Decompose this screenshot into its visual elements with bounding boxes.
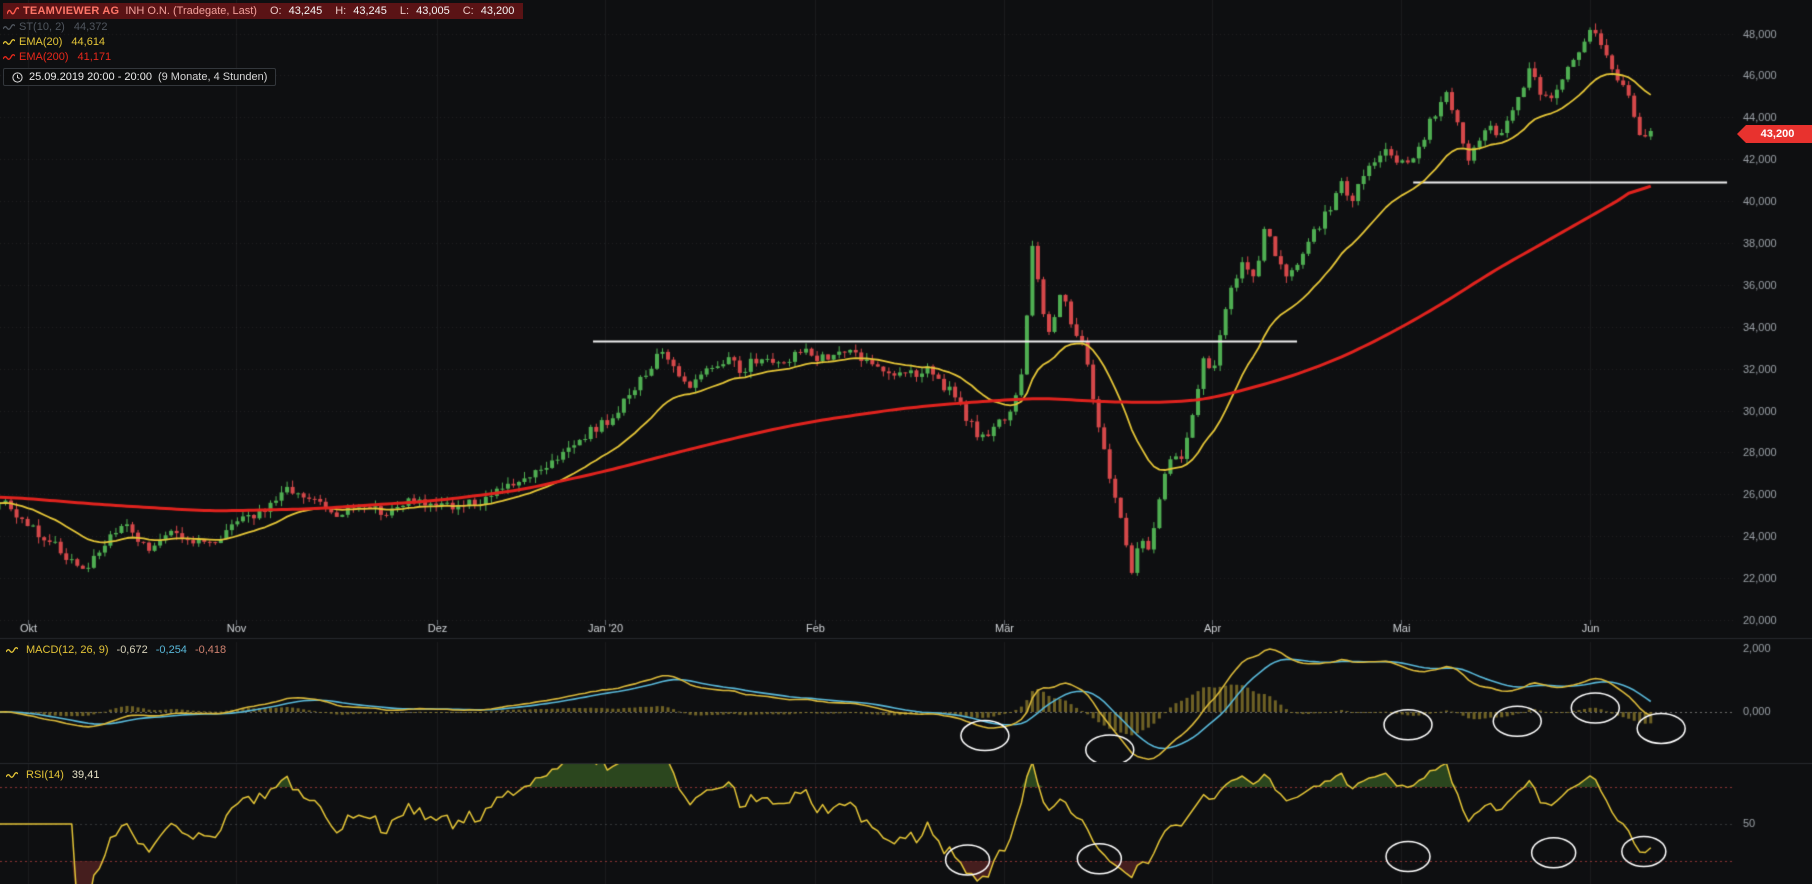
supertrend-label: ST(10, 2) bbox=[19, 21, 65, 33]
ema20-label: EMA(20) bbox=[19, 36, 63, 48]
time-range: 25.09.2019 20:00 - 20:00 bbox=[29, 71, 152, 83]
time-range-chip[interactable]: 25.09.2019 20:00 - 20:00 (9 Monate, 4 St… bbox=[3, 68, 277, 86]
macd-label: MACD(12, 26, 9) bbox=[26, 644, 109, 656]
instrument-title: TEAMVIEWER AG bbox=[23, 5, 120, 17]
close-label: C: bbox=[462, 5, 474, 17]
macd-value: -0,672 bbox=[116, 644, 148, 656]
open-value: 43,245 bbox=[288, 5, 323, 17]
last-price-badge: 43,200 bbox=[1737, 125, 1812, 144]
price-curve-icon bbox=[7, 6, 19, 16]
price-legend: TEAMVIEWER AG INH O.N. (Tradegate, Last)… bbox=[3, 3, 524, 88]
rsi-value: 39,41 bbox=[71, 769, 100, 781]
ema200-label: EMA(200) bbox=[19, 51, 69, 63]
ema20-value: 44,614 bbox=[71, 36, 106, 48]
ema200-icon bbox=[3, 53, 15, 62]
instrument-subtitle: INH O.N. (Tradegate, Last) bbox=[125, 5, 257, 17]
macd-signal-value: -0,254 bbox=[155, 644, 187, 656]
rsi-legend[interactable]: RSI(14) 39,41 bbox=[6, 769, 99, 781]
close-value: 43,200 bbox=[480, 5, 515, 17]
indicator-supertrend[interactable]: ST(10, 2) 44,372 bbox=[3, 20, 523, 34]
macd-icon bbox=[6, 646, 18, 655]
time-period: (9 Monate, 4 Stunden) bbox=[157, 71, 268, 83]
clock-icon bbox=[12, 71, 23, 83]
open-label: O: bbox=[269, 5, 282, 17]
low-label: L: bbox=[399, 5, 410, 17]
instrument-header[interactable]: TEAMVIEWER AG INH O.N. (Tradegate, Last)… bbox=[3, 3, 524, 19]
ema200-value: 41,171 bbox=[77, 51, 112, 63]
indicator-ema20[interactable]: EMA(20) 44,614 bbox=[3, 35, 523, 49]
supertrend-value: 44,372 bbox=[73, 21, 108, 33]
rsi-icon bbox=[6, 771, 18, 780]
rsi-label: RSI(14) bbox=[26, 769, 64, 781]
macd-legend[interactable]: MACD(12, 26, 9) -0,672 -0,254 -0,418 bbox=[6, 644, 226, 656]
indicator-ema200[interactable]: EMA(200) 41,171 bbox=[3, 50, 523, 64]
supertrend-icon bbox=[3, 23, 15, 32]
low-value: 43,005 bbox=[416, 5, 450, 17]
macd-histogram-value: -0,418 bbox=[194, 644, 227, 656]
ema20-icon bbox=[3, 38, 15, 47]
high-label: H: bbox=[335, 5, 347, 17]
high-value: 43,245 bbox=[353, 5, 387, 17]
